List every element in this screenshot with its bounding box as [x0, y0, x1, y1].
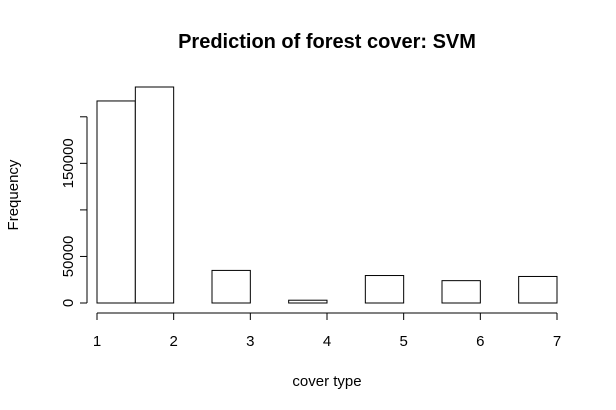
histogram-bar-6	[288, 299, 328, 304]
histogram-bar-2	[134, 86, 175, 304]
x-axis-label: cover type	[292, 373, 361, 390]
bars-group	[96, 86, 558, 304]
x-tick-label: 4	[323, 333, 331, 350]
histogram-bar-12	[518, 275, 558, 304]
histogram-bar-8	[364, 275, 405, 304]
histogram-bar-10	[441, 280, 481, 304]
x-tick-label: 7	[553, 333, 561, 350]
y-axis-label: Frequency	[5, 159, 22, 230]
y-tick-label: 50000	[60, 236, 77, 278]
chart-title: Prediction of forest cover: SVM	[178, 31, 476, 53]
x-tick-label: 6	[476, 333, 484, 350]
x-tick-label: 3	[246, 333, 254, 350]
x-tick-label: 5	[399, 333, 407, 350]
y-axis: 0 50000 150000	[60, 116, 88, 307]
x-axis: 1 2 3 4 5 6 7	[93, 312, 561, 350]
y-tick-label: 150000	[60, 138, 77, 188]
x-tick-label: 2	[169, 333, 177, 350]
y-tick-label: 0	[60, 299, 77, 307]
histogram-bar-1	[96, 100, 136, 304]
histogram-bar-4	[211, 269, 251, 304]
x-tick-label: 1	[93, 333, 101, 350]
